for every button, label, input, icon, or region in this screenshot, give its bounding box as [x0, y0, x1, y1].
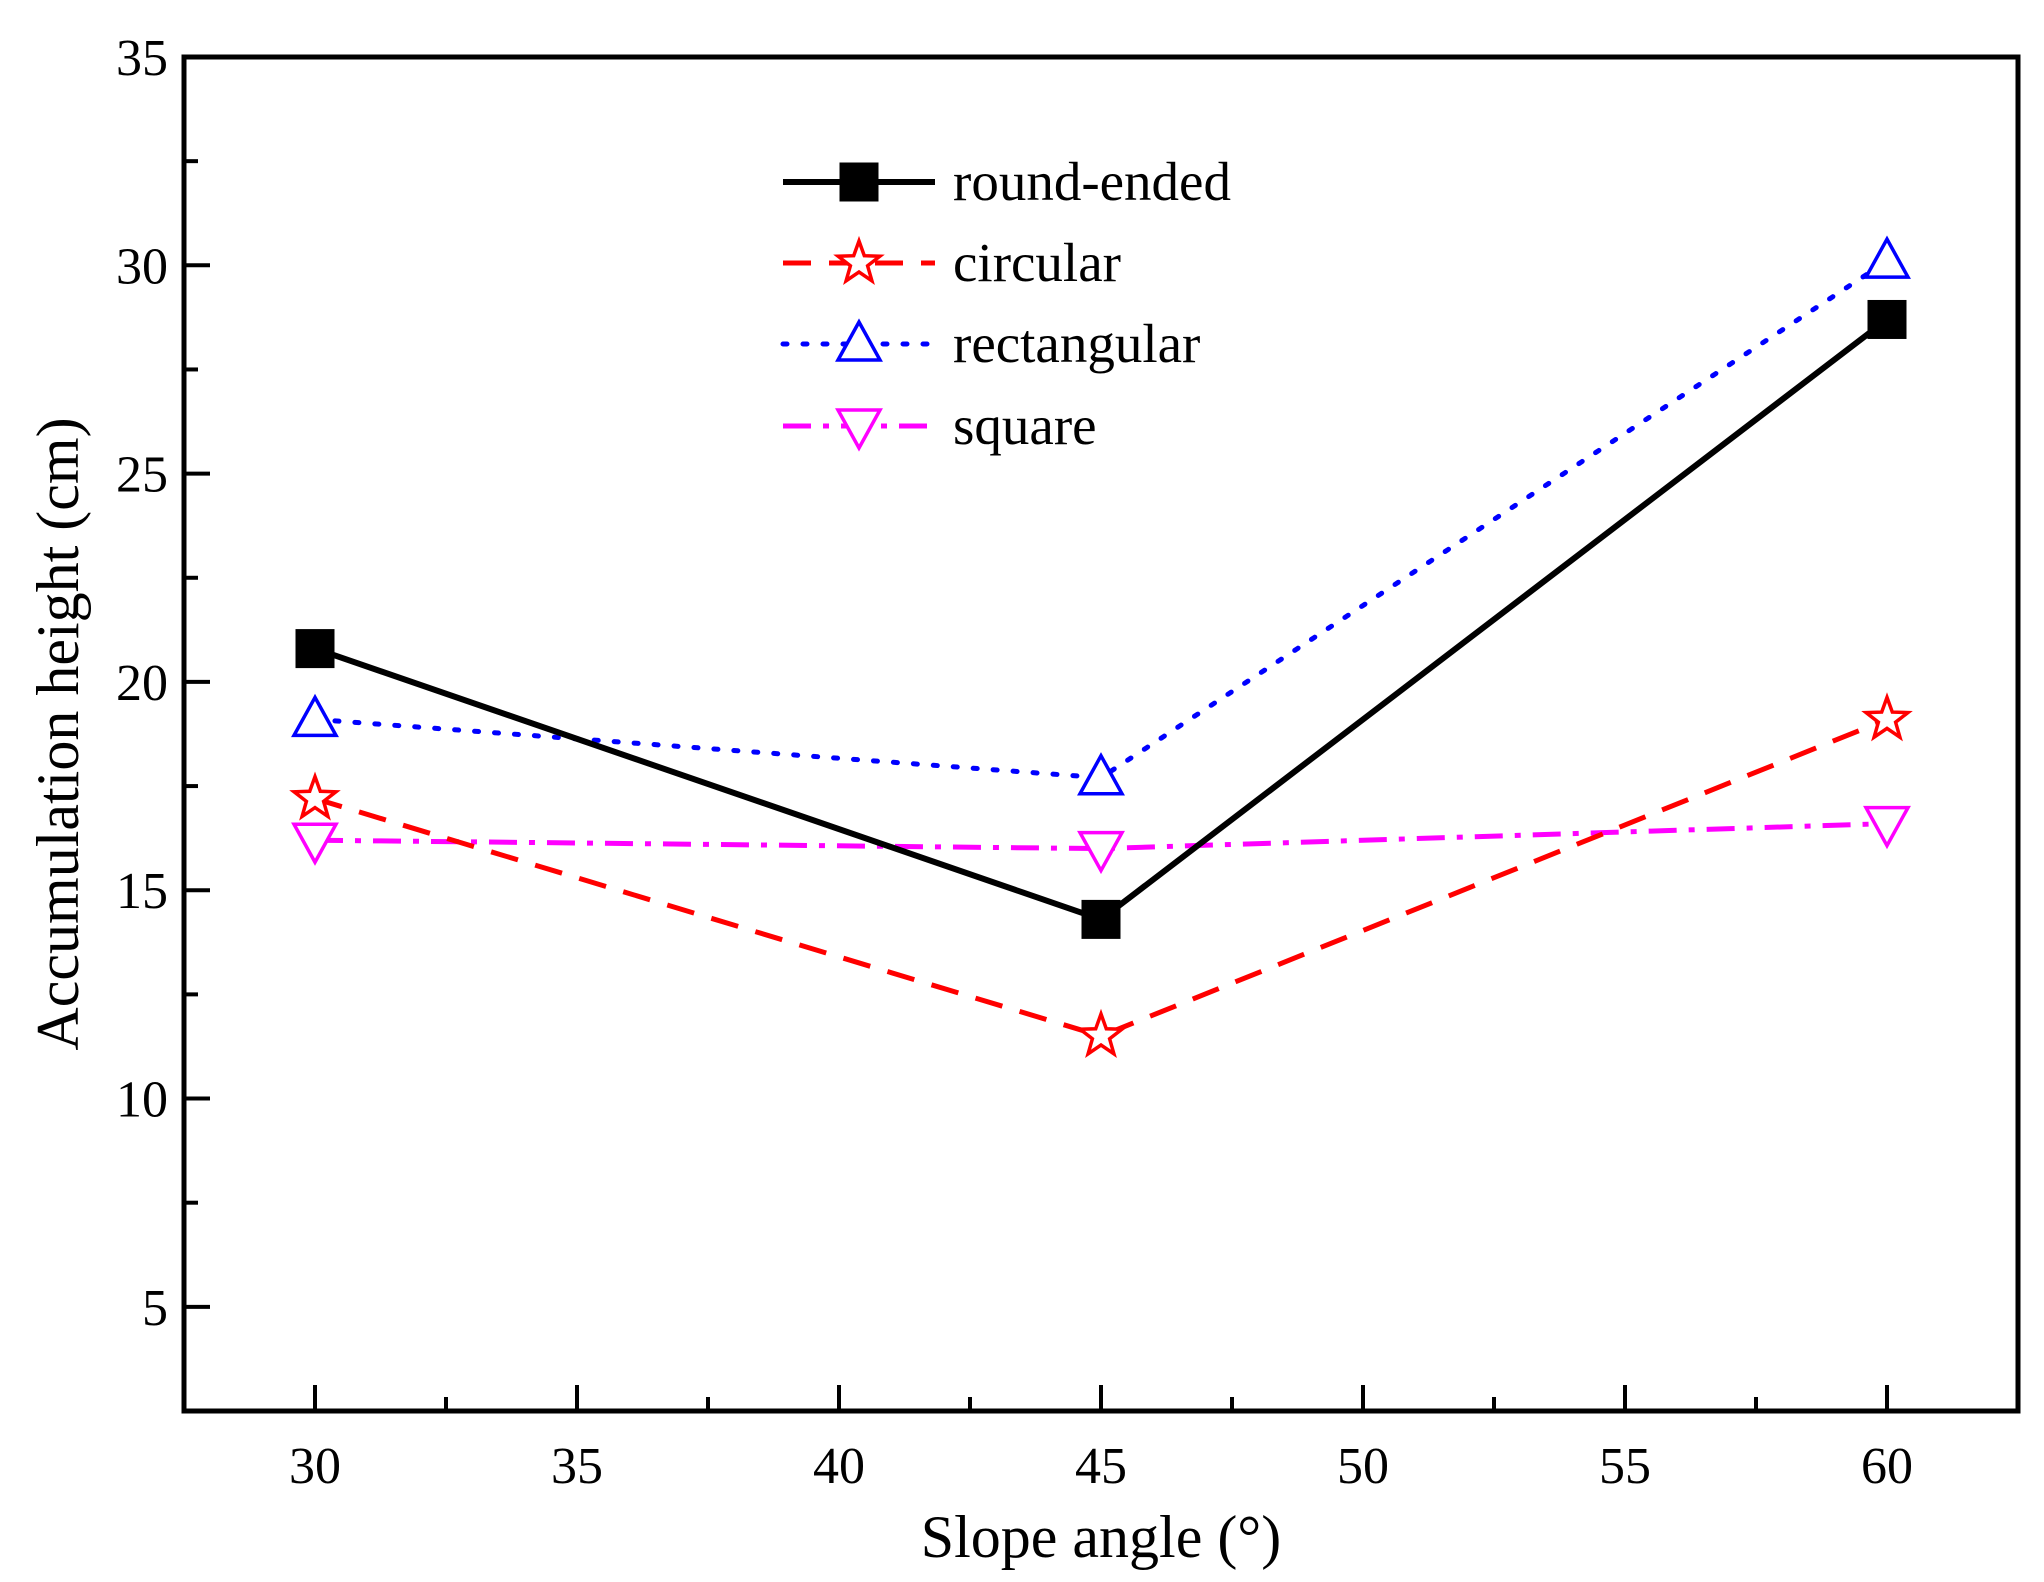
data-point-square	[1863, 805, 1911, 850]
legend-label-square: square	[953, 395, 1097, 456]
data-point-round-ended	[1081, 899, 1121, 939]
legend-marker-square	[835, 408, 883, 452]
data-point-round-ended	[295, 629, 335, 669]
y-tick-label: 20	[116, 655, 168, 712]
legend-marker-rectangular	[835, 318, 883, 362]
x-axis-title: Slope angle (°)	[921, 1504, 1282, 1570]
y-tick-label: 25	[116, 447, 168, 504]
data-point-circular	[1075, 1008, 1127, 1058]
x-tick-label: 30	[289, 1438, 341, 1495]
data-point-rectangular	[1863, 235, 1911, 279]
legend-marker-round-ended	[839, 162, 879, 202]
y-tick-label: 15	[116, 863, 168, 920]
legend-label-round-ended: round-ended	[953, 151, 1231, 212]
x-tick-label: 35	[551, 1438, 603, 1495]
legend-label-rectangular: rectangular	[953, 313, 1200, 374]
y-tick-label: 10	[116, 1072, 168, 1129]
data-point-round-ended	[1867, 299, 1907, 339]
y-tick-label: 30	[116, 238, 168, 295]
data-point-rectangular	[1077, 752, 1125, 796]
data-point-circular	[289, 771, 341, 821]
x-tick-label: 60	[1861, 1438, 1913, 1495]
series-line-circular	[314, 717, 1888, 1039]
legend-label-circular: circular	[953, 232, 1121, 293]
y-tick-label: 35	[116, 30, 168, 87]
legend: round-ended circular rectangular square	[780, 151, 1231, 456]
x-tick-label: 50	[1337, 1438, 1389, 1495]
legend-marker-circular	[833, 235, 885, 285]
x-tick-label: 55	[1599, 1438, 1651, 1495]
y-axis-title: Accumulation height (cm)	[25, 417, 91, 1050]
x-tick-label: 40	[813, 1438, 865, 1495]
y-tick-label: 5	[142, 1280, 168, 1337]
data-point-square	[1077, 830, 1125, 875]
data-point-rectangular	[291, 693, 339, 738]
data-point-square	[291, 822, 339, 866]
x-tick-label: 45	[1075, 1438, 1127, 1495]
data-point-circular	[1861, 692, 1913, 742]
